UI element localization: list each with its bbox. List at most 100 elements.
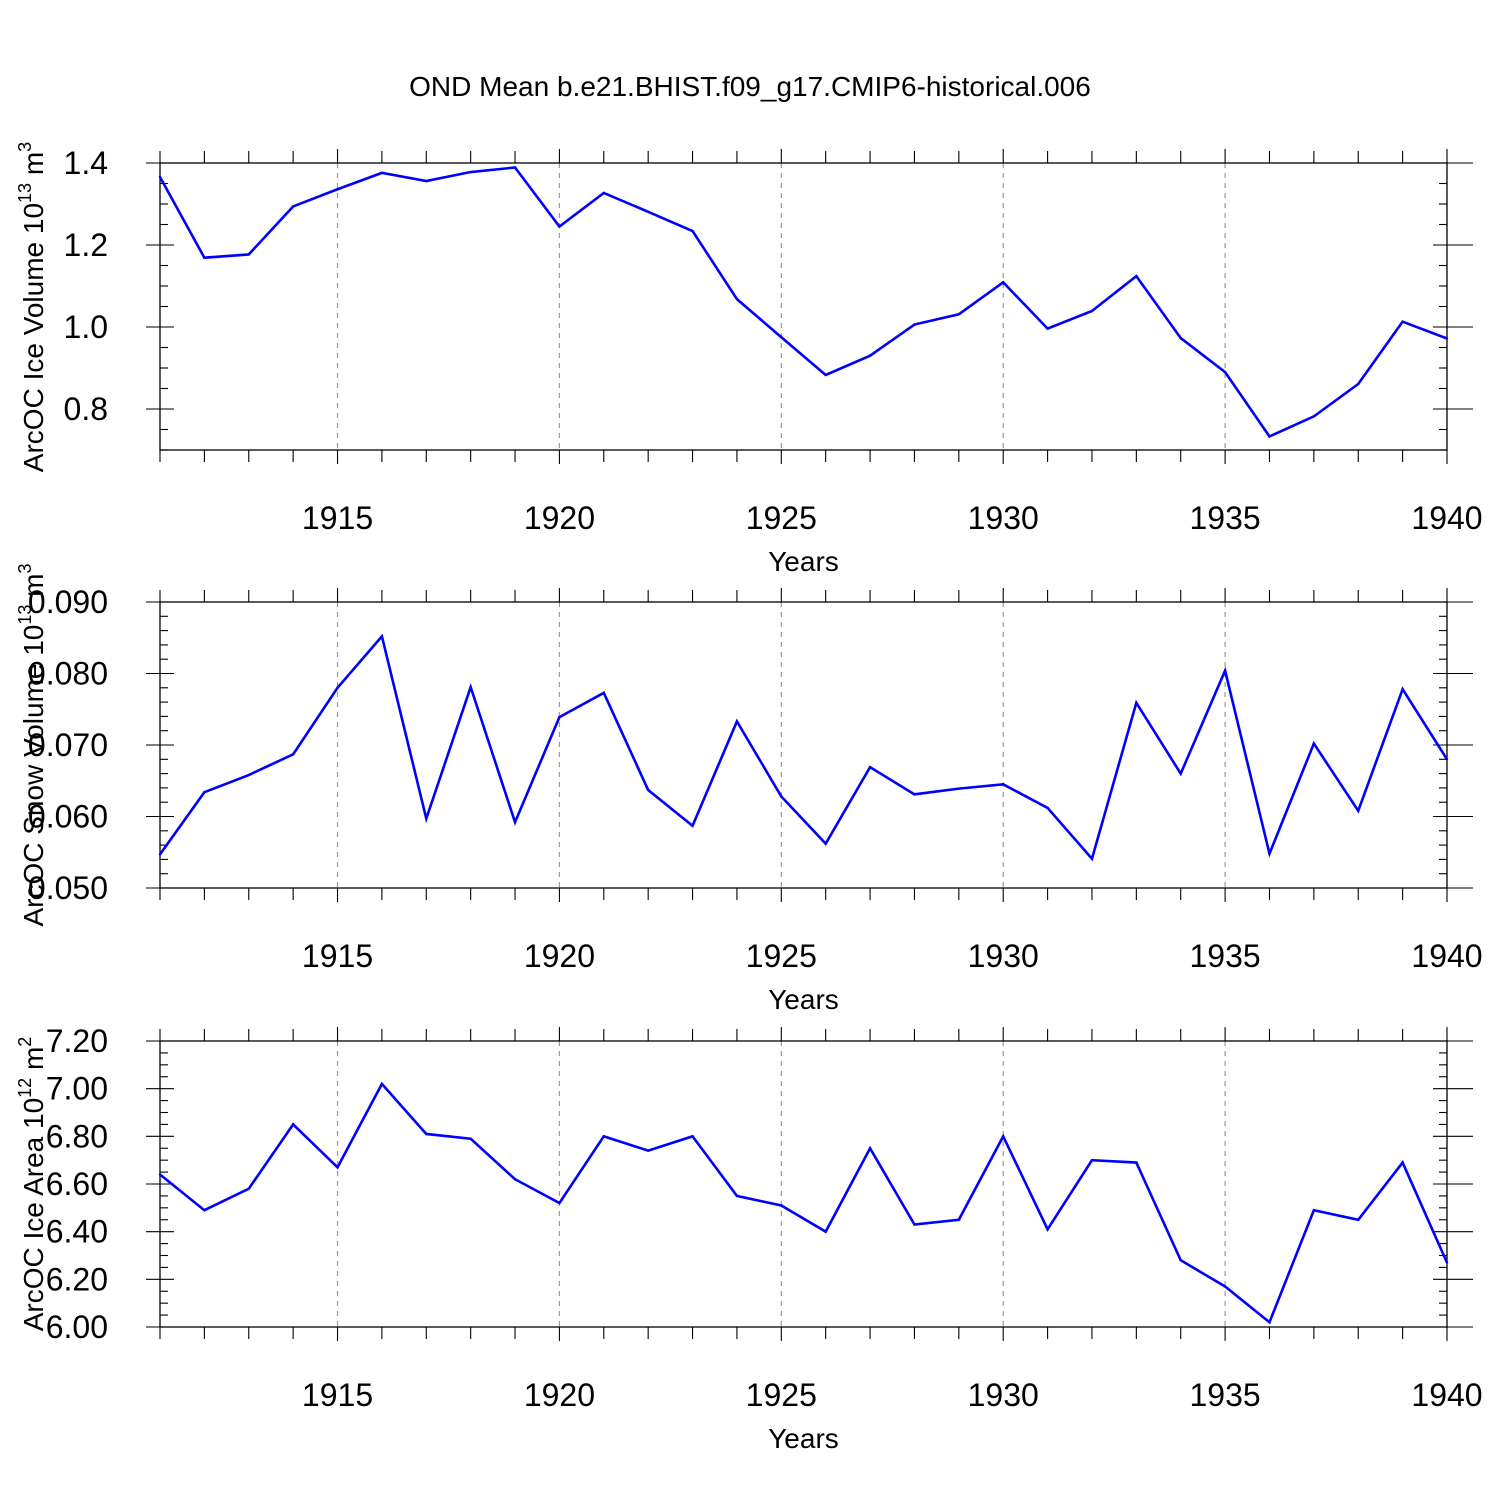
y-tick-label-0.080: 0.080 [28, 656, 108, 692]
series-line-1 [158, 633, 1449, 862]
data-point-1915 [336, 188, 339, 191]
data-point-1926 [824, 1230, 827, 1233]
data-point-1935 [1223, 370, 1227, 374]
data-point-1924 [735, 720, 739, 723]
y-tick-label-0.050: 0.050 [28, 870, 108, 906]
data-point-1933 [1135, 274, 1138, 278]
data-point-1937 [1312, 1209, 1316, 1212]
data-point-1932 [1090, 1158, 1094, 1162]
y-tick-label-0.090: 0.090 [28, 584, 108, 620]
y-axis-title-base: ArcOC Ice Area 10 [18, 1098, 49, 1331]
y-axis-title-unit-exponent: 3 [15, 563, 35, 573]
data-point-1923 [691, 824, 694, 827]
y-axis-title-exponent: 12 [15, 1078, 35, 1098]
y-axis-title-unit: m [18, 1047, 49, 1078]
data-point-1918 [469, 170, 472, 174]
data-point-1917 [425, 817, 428, 820]
data-point-1927 [868, 354, 872, 357]
data-point-1932 [1090, 309, 1094, 313]
y-axis-title-exponent: 13 [15, 605, 35, 625]
panel-2: 1915 1920 1925 1930 1935 1940 Years 0.050 0.060 0… [15, 563, 1483, 1015]
y-tick-label-6.20: 6.20 [46, 1261, 108, 1297]
data-point-1939 [1401, 320, 1404, 323]
panel-1: 1915 1920 1925 1930 1935 1940 Years 0.8 1.0 1.2 1.… [15, 142, 1483, 577]
y-axis-title-unit-exponent: 3 [15, 142, 35, 152]
data-point-1929 [957, 787, 961, 790]
data-point-1930 [1002, 783, 1005, 786]
data-point-1914 [291, 1123, 295, 1126]
x-tick-label-1940: 1940 [1411, 938, 1482, 974]
data-point-1929 [957, 313, 961, 316]
x-tick-label-1940: 1940 [1411, 500, 1482, 536]
x-tick-label-1935: 1935 [1190, 1377, 1261, 1413]
x-tick-label-1935: 1935 [1190, 500, 1261, 536]
data-point-1928 [913, 323, 916, 326]
data-point-1931 [1046, 806, 1049, 810]
x-tick-label-1935: 1935 [1190, 938, 1261, 974]
data-point-1918 [469, 685, 472, 689]
y-tick-label-6.40: 6.40 [46, 1214, 108, 1250]
data-point-1935 [1223, 669, 1227, 672]
x-tick-label-1920: 1920 [524, 500, 595, 536]
y-tick-label-1.0: 1.0 [64, 309, 108, 345]
y-axis-title: ArcOC Ice Volume 1013 m3 [15, 142, 49, 472]
data-point-1927 [868, 765, 872, 769]
data-point-1925 [780, 1204, 783, 1207]
x-tick-label-1930: 1930 [968, 500, 1039, 536]
data-point-1912 [203, 1209, 206, 1212]
data-point-1930 [1002, 281, 1005, 284]
y-tick-label-7.00: 7.00 [46, 1071, 108, 1107]
y-axis-title: ArcOC Ice Area 1012 m2 [15, 1037, 49, 1332]
plot-frame [159, 1040, 1448, 1328]
data-point-1914 [291, 205, 295, 208]
data-point-1913 [247, 253, 250, 256]
y-tick-label-6.80: 6.80 [46, 1118, 108, 1154]
data-point-1934 [1179, 336, 1182, 340]
data-point-1919 [513, 821, 517, 824]
chart-title: OND Mean b.e21.BHIST.f09_g17.CMIP6-histo… [409, 71, 1091, 102]
x-tick-label-1940: 1940 [1411, 1377, 1482, 1413]
y-tick-label-1.4: 1.4 [64, 145, 108, 181]
data-point-1934 [1179, 1259, 1182, 1262]
data-point-1928 [913, 1223, 916, 1226]
panels: 1915 1920 1925 1930 1935 1940 Years 0.8 1.0 1.2 1.… [15, 142, 1483, 1454]
y-axis-title-unit: m [18, 573, 49, 604]
data-point-1931 [1046, 1228, 1049, 1231]
data-point-1940 [1445, 337, 1449, 340]
data-point-1936 [1268, 852, 1271, 855]
data-point-1919 [513, 166, 517, 169]
data-point-1937 [1312, 415, 1316, 418]
y-axis-title-unit: m [18, 152, 49, 183]
data-point-1922 [646, 210, 650, 213]
data-point-1935 [1223, 1285, 1227, 1288]
data-point-1914 [291, 753, 295, 756]
data-point-1940 [1445, 1261, 1449, 1264]
data-point-1932 [1090, 857, 1094, 860]
data-point-1912 [203, 256, 206, 259]
data-point-1913 [247, 773, 250, 777]
data-point-1920 [558, 715, 561, 719]
data-point-1920 [558, 1201, 561, 1205]
data-point-1930 [1002, 1135, 1005, 1138]
x-tick-label-1915: 1915 [302, 938, 373, 974]
x-tick-label-1930: 1930 [968, 1377, 1039, 1413]
x-tick-label-1915: 1915 [302, 1377, 373, 1413]
y-tick-label-1.2: 1.2 [64, 227, 108, 263]
data-point-1923 [691, 1135, 694, 1138]
data-point-1911 [158, 853, 162, 856]
data-point-1917 [425, 179, 428, 183]
data-point-1915 [336, 686, 339, 689]
data-point-1931 [1046, 327, 1049, 330]
x-axis-title: Years [768, 1423, 839, 1454]
data-point-1937 [1312, 742, 1316, 745]
data-point-1929 [957, 1218, 961, 1221]
data-point-1916 [380, 635, 384, 638]
x-tick-label-1930: 1930 [968, 938, 1039, 974]
plot-frame [159, 601, 1448, 889]
y-tick-label-6.00: 6.00 [46, 1309, 108, 1345]
data-point-1921 [602, 191, 605, 195]
data-point-1916 [380, 171, 384, 175]
x-tick-label-1915: 1915 [302, 500, 373, 536]
data-point-1922 [646, 1149, 650, 1152]
